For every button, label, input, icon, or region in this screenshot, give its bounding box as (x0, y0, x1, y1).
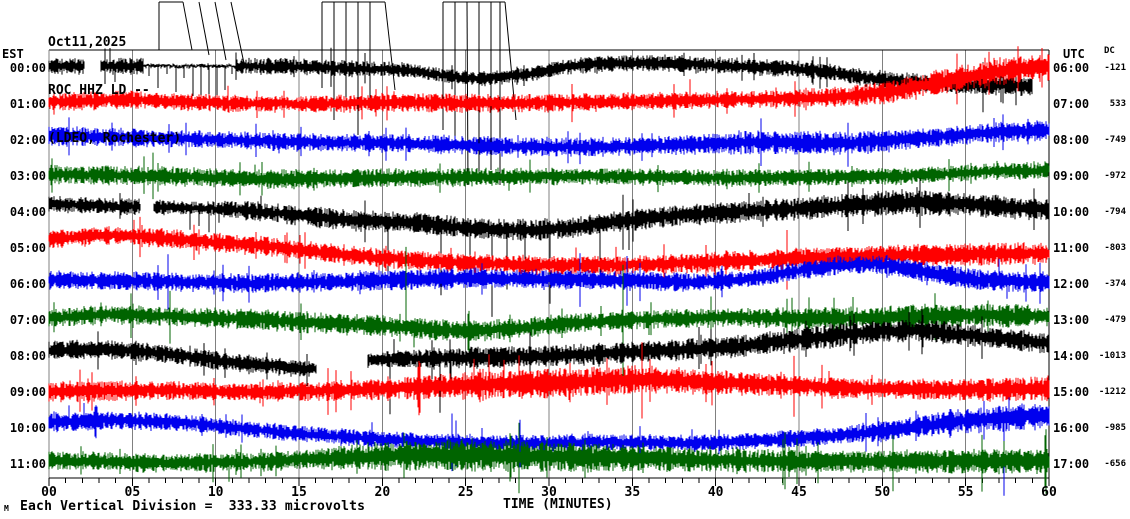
est-label-0000: 00:00 (9, 61, 46, 75)
utc-label-1200: 12:00 (1053, 277, 1090, 291)
est-label-0200: 02:00 (9, 133, 46, 147)
trace-row-1000 (48, 397, 1050, 496)
est-label-0900: 09:00 (9, 385, 46, 399)
est-label-0500: 05:00 (9, 241, 46, 255)
est-label-0700: 07:00 (9, 313, 46, 327)
artifact-line (198, 1, 210, 56)
trace-row-0400 (48, 178, 1050, 317)
utc-label-0900: 09:00 (1053, 169, 1090, 183)
artifact-line (182, 1, 193, 51)
trace-row-0900 (48, 342, 1050, 419)
est-label-0400: 04:00 (9, 205, 46, 219)
minute-label-35: 35 (624, 485, 641, 500)
dc-value-1700: -656 (1104, 459, 1126, 469)
trace-row-0700 (48, 246, 1050, 379)
minute-label-10: 10 (207, 485, 224, 500)
minute-label-50: 50 (874, 485, 891, 500)
artifact-line (214, 1, 227, 61)
date-label: Oct11,2025 (48, 35, 127, 50)
dc-value-1000: -794 (1104, 207, 1126, 217)
utc-axis-header: UTC (1063, 47, 1085, 61)
utc-label-0700: 07:00 (1053, 97, 1090, 111)
dc-value-1500: -1212 (1098, 387, 1126, 397)
minute-label-00: 00 (41, 485, 57, 500)
minute-label-15: 15 (291, 485, 307, 500)
utc-label-1500: 15:00 (1053, 385, 1090, 399)
artifact-line (384, 1, 396, 91)
minute-label-25: 25 (457, 485, 474, 500)
minute-label-30: 30 (541, 485, 557, 500)
dc-value-0700: 533 (1109, 99, 1126, 109)
minute-label-55: 55 (957, 485, 974, 500)
utc-label-1100: 11:00 (1053, 241, 1090, 255)
minute-label-60: 60 (1041, 485, 1057, 500)
dc-value-1300: -479 (1104, 315, 1126, 325)
station-header: Oct11,2025 ROC HHZ LD -- (LDEO, Rocheste… (48, 3, 181, 179)
utc-label-1000: 10:00 (1053, 205, 1090, 219)
est-label-0100: 01:00 (9, 97, 46, 111)
artifact-line (466, 1, 469, 186)
trace-row-1100 (48, 422, 1050, 494)
minute-label-40: 40 (707, 485, 724, 500)
dc-value-0900: -972 (1104, 171, 1126, 181)
station-location-label: (LDEO, Rochester) (48, 131, 182, 146)
dc-axis-header: DC (1104, 46, 1115, 56)
est-label-0300: 03:00 (9, 169, 46, 183)
dc-value-1100: -803 (1104, 243, 1126, 253)
minute-label-05: 05 (124, 485, 141, 500)
dc-value-0600: -121 (1104, 63, 1126, 73)
est-label-0600: 06:00 (9, 277, 46, 291)
dc-value-0800: -749 (1104, 135, 1126, 145)
trace-row-0800 (48, 308, 1050, 415)
trace-row-0200 (48, 114, 1050, 167)
minute-label-45: 45 (791, 485, 807, 500)
trace-row-0300 (48, 152, 1050, 200)
artifact-line (230, 1, 246, 69)
utc-label-1400: 14:00 (1053, 349, 1090, 363)
utc-label-1600: 16:00 (1053, 421, 1090, 435)
utc-label-0600: 06:00 (1053, 61, 1090, 75)
trace-row-0600 (48, 253, 1050, 310)
vertical-division-note: Each Vertical Division = 333.33 microvol… (20, 499, 366, 514)
utc-label-0800: 08:00 (1053, 133, 1090, 147)
dc-value-1200: -374 (1104, 279, 1126, 289)
trace-row-0500 (48, 216, 1050, 290)
est-label-1100: 11:00 (9, 457, 46, 471)
x-axis-title: TIME (MINUTES) (503, 497, 613, 512)
est-label-0800: 08:00 (9, 349, 46, 363)
station-code-label: ROC HHZ LD -- (48, 83, 150, 98)
microvolt-mark: M (4, 504, 9, 513)
utc-label-1700: 17:00 (1053, 457, 1090, 471)
minute-label-20: 20 (374, 485, 391, 500)
est-axis-header: EST (2, 47, 24, 61)
dc-value-1600: -985 (1104, 423, 1126, 433)
dc-value-1400: -1013 (1098, 351, 1126, 361)
est-label-1000: 10:00 (9, 421, 46, 435)
utc-label-1300: 13:00 (1053, 313, 1090, 327)
trace-row-0100 (48, 46, 1050, 123)
